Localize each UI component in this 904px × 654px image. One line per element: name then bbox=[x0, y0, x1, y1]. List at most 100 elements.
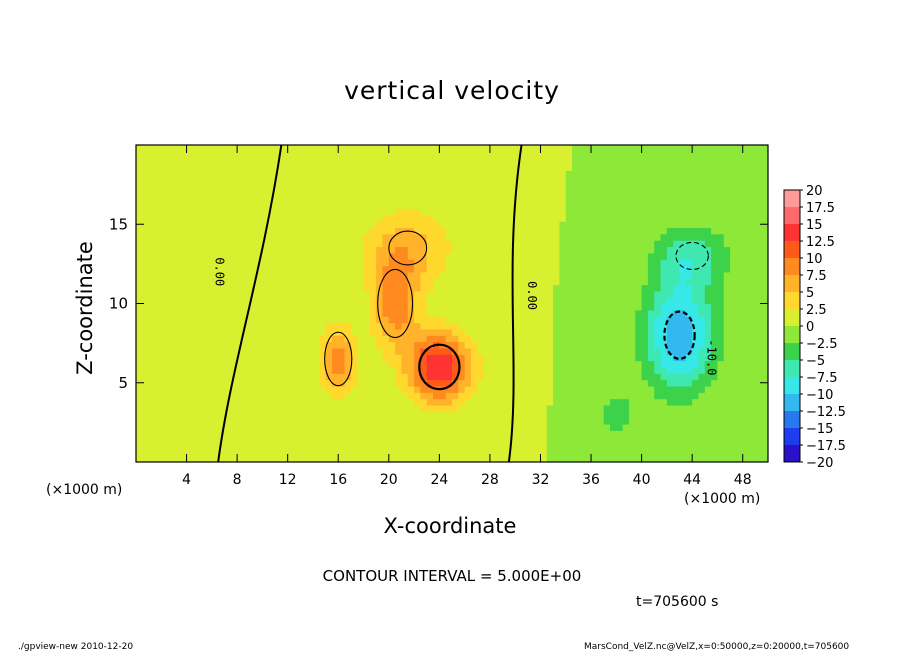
heatmap-cell bbox=[628, 417, 636, 425]
heatmap-cell bbox=[136, 151, 143, 159]
heatmap-cell bbox=[407, 170, 415, 178]
heatmap-cell bbox=[357, 208, 365, 216]
heatmap-cell bbox=[452, 417, 459, 425]
heatmap-cell bbox=[704, 373, 712, 381]
heatmap-cell bbox=[610, 189, 617, 197]
heatmap-cell bbox=[249, 430, 257, 438]
heatmap-cell bbox=[230, 195, 238, 203]
heatmap-cell bbox=[224, 328, 232, 336]
heatmap-cell bbox=[281, 316, 289, 324]
heatmap-cell bbox=[420, 341, 428, 349]
heatmap-cell bbox=[565, 417, 573, 425]
heatmap-cell bbox=[761, 404, 768, 412]
heatmap-cell bbox=[622, 398, 630, 406]
heatmap-cell bbox=[572, 240, 579, 248]
heatmap-cell bbox=[622, 303, 630, 311]
heatmap-cell bbox=[628, 208, 636, 216]
heatmap-cell bbox=[363, 436, 371, 444]
heatmap-cell bbox=[433, 335, 440, 343]
heatmap-cell bbox=[256, 328, 263, 336]
heatmap-cell bbox=[344, 195, 352, 203]
heatmap-cell bbox=[199, 164, 207, 171]
heatmap-cell bbox=[281, 335, 289, 343]
heatmap-cell bbox=[489, 176, 497, 184]
heatmap-cell bbox=[262, 335, 270, 343]
heatmap-cell bbox=[470, 455, 478, 462]
heatmap-cell bbox=[736, 265, 744, 273]
heatmap-cell bbox=[338, 227, 346, 235]
heatmap-cell bbox=[698, 265, 706, 273]
heatmap-cell bbox=[641, 379, 649, 387]
heatmap-cell bbox=[439, 227, 447, 235]
heatmap-cell bbox=[717, 271, 725, 279]
heatmap-cell bbox=[445, 221, 453, 229]
heatmap-cell bbox=[572, 246, 579, 254]
heatmap-cell bbox=[268, 278, 276, 286]
heatmap-cell bbox=[742, 385, 750, 393]
heatmap-cell bbox=[578, 328, 586, 336]
heatmap-cell bbox=[136, 278, 143, 286]
heatmap-cell bbox=[540, 404, 548, 412]
heatmap-cell bbox=[388, 259, 396, 267]
heatmap-cell bbox=[553, 265, 561, 273]
heatmap-cell bbox=[603, 303, 611, 311]
heatmap-cell bbox=[262, 316, 270, 324]
heatmap-cell bbox=[142, 221, 150, 229]
heatmap-cell bbox=[673, 335, 681, 343]
heatmap-cell bbox=[736, 322, 744, 330]
heatmap-cell bbox=[388, 341, 396, 349]
heatmap-cell bbox=[489, 297, 497, 305]
heatmap-cell bbox=[508, 208, 516, 216]
heatmap-cell bbox=[388, 195, 396, 203]
heatmap-cell bbox=[205, 227, 213, 235]
heatmap-cell bbox=[401, 259, 409, 267]
heatmap-cell bbox=[338, 176, 346, 184]
heatmap-cell bbox=[527, 373, 535, 381]
heatmap-cell bbox=[433, 411, 440, 419]
heatmap-cell bbox=[161, 151, 169, 159]
heatmap-cell bbox=[211, 297, 219, 305]
heatmap-cell bbox=[521, 284, 529, 292]
heatmap-cell bbox=[578, 379, 586, 387]
heatmap-cell bbox=[597, 436, 605, 444]
heatmap-cell bbox=[268, 398, 276, 406]
heatmap-cell bbox=[464, 246, 472, 254]
heatmap-cell bbox=[306, 164, 314, 171]
heatmap-cell bbox=[761, 341, 768, 349]
heatmap-cell bbox=[388, 164, 396, 171]
heatmap-cell bbox=[527, 423, 535, 431]
heatmap-cell bbox=[154, 404, 162, 412]
heatmap-cell bbox=[622, 278, 630, 286]
heatmap-cell bbox=[218, 265, 226, 273]
heatmap-cell bbox=[616, 385, 624, 393]
heatmap-cell bbox=[591, 157, 598, 165]
heatmap-cell bbox=[388, 271, 396, 279]
heatmap-cell bbox=[237, 221, 245, 229]
heatmap-cell bbox=[496, 227, 504, 235]
heatmap-cell bbox=[382, 252, 390, 260]
heatmap-cell bbox=[205, 290, 213, 298]
heatmap-cell bbox=[685, 309, 693, 317]
heatmap-cell bbox=[635, 328, 643, 336]
heatmap-cell bbox=[591, 246, 598, 254]
heatmap-cell bbox=[357, 392, 365, 400]
heatmap-cell bbox=[736, 398, 744, 406]
heatmap-cell bbox=[483, 195, 491, 203]
heatmap-cell bbox=[325, 366, 333, 374]
heatmap-cell bbox=[287, 151, 295, 159]
heatmap-cell bbox=[218, 303, 226, 311]
heatmap-cell bbox=[496, 449, 504, 457]
heatmap-cell bbox=[167, 221, 175, 229]
heatmap-cell bbox=[730, 373, 737, 381]
heatmap-cell bbox=[489, 423, 497, 431]
heatmap-cell bbox=[540, 354, 548, 362]
heatmap-cell bbox=[154, 385, 162, 393]
heatmap-cell bbox=[237, 398, 245, 406]
heatmap-cell bbox=[723, 449, 731, 457]
heatmap-cell bbox=[161, 271, 169, 279]
heatmap-cell bbox=[692, 240, 700, 248]
heatmap-cell bbox=[357, 183, 365, 190]
heatmap-cell bbox=[338, 309, 346, 317]
heatmap-cell bbox=[654, 423, 662, 431]
heatmap-cell bbox=[142, 392, 150, 400]
